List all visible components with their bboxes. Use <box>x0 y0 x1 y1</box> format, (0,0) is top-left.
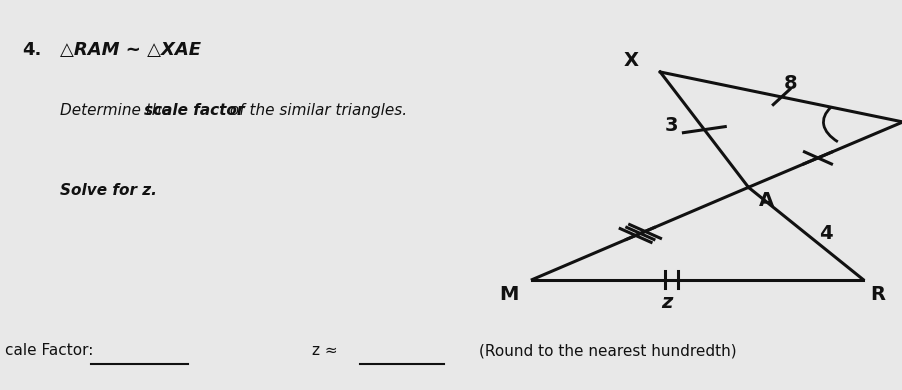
Text: (Round to the nearest hundredth): (Round to the nearest hundredth) <box>479 343 737 358</box>
Text: Solve for z.: Solve for z. <box>60 183 157 199</box>
Text: Determine the: Determine the <box>60 103 176 118</box>
Text: X: X <box>623 51 638 70</box>
Text: 8: 8 <box>784 74 797 93</box>
Text: z: z <box>661 293 673 312</box>
Text: M: M <box>500 285 519 304</box>
Text: 4.: 4. <box>23 41 41 59</box>
Text: 4: 4 <box>819 224 833 243</box>
Text: R: R <box>870 285 885 304</box>
Text: 3: 3 <box>665 116 678 135</box>
Text: cale Factor:: cale Factor: <box>5 343 93 358</box>
Text: scale factor: scale factor <box>144 103 244 118</box>
Text: △RAM ~ △XAE: △RAM ~ △XAE <box>60 41 201 59</box>
Text: z ≈: z ≈ <box>311 343 337 358</box>
Text: of the similar triangles.: of the similar triangles. <box>226 103 408 118</box>
Text: A: A <box>759 191 774 210</box>
